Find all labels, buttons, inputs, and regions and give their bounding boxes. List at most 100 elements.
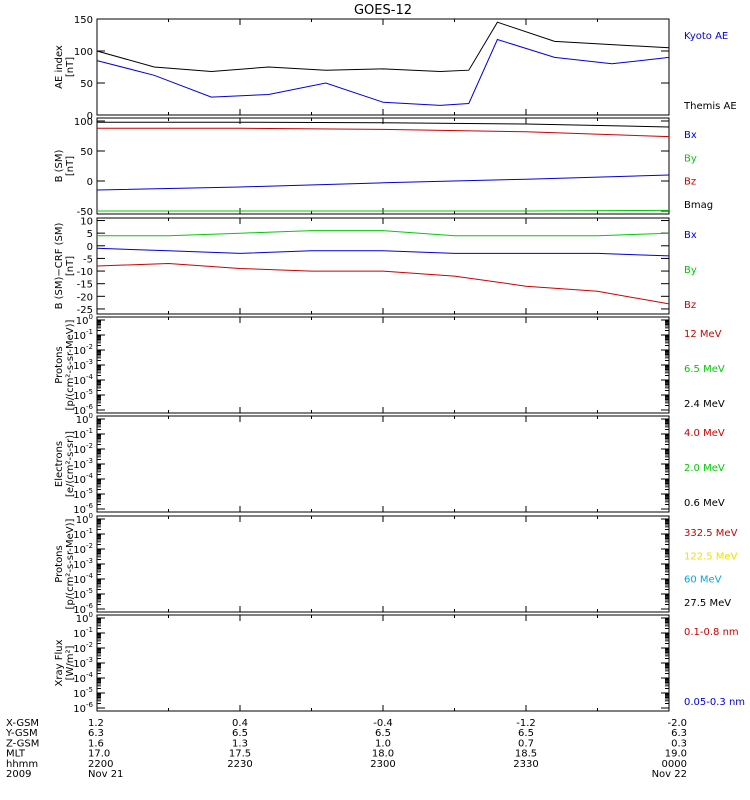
y-tick-label: -20 — [77, 292, 93, 303]
series-line — [97, 127, 670, 138]
y-tick-label: 100 — [74, 47, 93, 58]
y-axis-label-line: [nT] — [65, 156, 76, 176]
y-tick-exponent: 0 — [89, 313, 93, 321]
x-axis-row-label: 2009 — [6, 769, 31, 780]
y-tick-label: 10-5 — [73, 587, 93, 601]
y-tick-base: 10 — [73, 575, 86, 586]
y-tick-exponent: -5 — [86, 587, 93, 595]
y-tick-base: 10 — [73, 629, 86, 640]
y-tick-exponent: -2 — [86, 442, 93, 450]
x-axis-row-label: X-GSM — [6, 718, 39, 729]
y-tick-exponent: -5 — [86, 686, 93, 694]
y-tick-label: 10-2 — [73, 442, 93, 456]
y-tick-base: 10 — [73, 406, 86, 417]
y-tick-label: 10-5 — [73, 388, 93, 402]
y-tick-label: 100 — [76, 611, 93, 625]
legend-label: Kyoto AE — [684, 31, 728, 42]
legend-label: 2.4 MeV — [684, 399, 725, 410]
y-tick-label: 100 — [76, 412, 93, 426]
legend-label: 60 MeV — [684, 575, 722, 586]
y-tick-exponent: 0 — [89, 412, 93, 420]
y-tick-exponent: -1 — [86, 328, 93, 336]
x-axis-cell: 6.5 — [375, 728, 391, 739]
y-tick-exponent: -6 — [86, 701, 94, 709]
y-tick-label: 100 — [74, 117, 93, 128]
y-tick-label: 100 — [76, 512, 93, 526]
y-axis-label-line: Protons — [54, 545, 65, 582]
y-tick-label: 10-2 — [73, 343, 93, 357]
y-axis-label: Xray Flux[W/m²] — [54, 639, 76, 686]
y-tick-label: 10 — [80, 217, 93, 228]
x-axis-cell: -0.4 — [373, 718, 393, 729]
y-tick-label: -5 — [83, 254, 93, 265]
y-tick-base: 10 — [76, 316, 89, 327]
y-tick-label: 0 — [87, 242, 93, 253]
x-axis-cell: 17.5 — [229, 749, 251, 760]
legend-label: Themis AE — [683, 101, 737, 112]
y-axis-label: B (SM)[nT] — [54, 149, 76, 182]
y-tick-base: 10 — [73, 674, 86, 685]
legend-label: 0.05-0.3 nm — [684, 697, 745, 708]
y-tick-label: 0 — [87, 177, 93, 188]
legend-label: By — [684, 153, 697, 164]
x-axis-row-label: hhmm — [6, 759, 38, 770]
x-axis-cell: 2330 — [513, 759, 538, 770]
x-axis-cell: Nov 22 — [652, 769, 687, 780]
y-tick-base: 10 — [73, 391, 86, 402]
legend-label: 27.5 MeV — [684, 598, 731, 609]
x-axis-cell: 2230 — [227, 759, 252, 770]
series-line — [96, 38, 670, 106]
y-tick-label: 150 — [74, 15, 93, 26]
y-tick-label: 10-6 — [73, 502, 93, 516]
y-axis-label: Electrons[e/(cm²-s-sr)] — [54, 431, 76, 497]
y-tick-exponent: -2 — [86, 542, 93, 550]
legend-label: 0.6 MeV — [684, 498, 725, 509]
y-axis-label-line: Xray Flux — [54, 639, 65, 686]
legend-label: Bz — [684, 300, 696, 311]
y-axis-label-line: [p/(cm²-s-sr-MeV)] — [65, 518, 76, 609]
y-tick-exponent: -3 — [86, 656, 93, 664]
x-axis-cell: 1.3 — [232, 738, 248, 749]
y-tick-base: 10 — [73, 445, 86, 456]
panel-5: 10-610-510-410-310-210-1100Electrons[e/(… — [54, 412, 725, 516]
y-tick-label: 10-3 — [73, 656, 93, 670]
y-axis-label-line: [nT] — [65, 57, 76, 77]
y-tick-label: -10 — [77, 267, 93, 278]
y-tick-base: 10 — [73, 430, 86, 441]
legend-label: 122.5 MeV — [684, 551, 738, 562]
y-tick-label: 10-3 — [73, 358, 93, 372]
y-tick-base: 10 — [73, 346, 86, 357]
y-tick-exponent: -4 — [86, 572, 94, 580]
x-axis-cell: 6.3 — [671, 728, 687, 739]
y-tick-base: 10 — [73, 659, 86, 670]
x-axis-ephemeris-table: X-GSMY-GSMZ-GSMMLThhmm20091.26.31.617.02… — [5, 718, 687, 780]
y-axis-label-line: B (SM) — [54, 149, 65, 182]
x-axis-cell: 0.4 — [232, 718, 248, 729]
y-axis-label-line: [e/(cm²-s-sr)] — [65, 431, 76, 497]
y-tick-base: 10 — [73, 704, 86, 715]
y-tick-exponent: -2 — [86, 343, 93, 351]
series-line — [96, 174, 670, 191]
legend-label: By — [684, 265, 697, 276]
y-tick-base: 10 — [73, 545, 86, 556]
x-axis-cell: 0.3 — [671, 738, 687, 749]
y-tick-base: 10 — [73, 490, 86, 501]
y-tick-exponent: -4 — [86, 472, 94, 480]
panel-4: 10-610-510-410-310-210-1100Protons[p/(cm… — [54, 313, 725, 417]
plot-frame — [96, 316, 670, 414]
y-tick-base: 10 — [73, 331, 86, 342]
legend-label: 12 MeV — [684, 329, 722, 340]
y-tick-exponent: -1 — [86, 527, 93, 535]
y-tick-exponent: -2 — [86, 641, 93, 649]
y-tick-label: 10-6 — [73, 701, 93, 715]
y-tick-base: 10 — [73, 644, 86, 655]
y-axis-label: AE index[nT] — [54, 45, 76, 89]
x-axis-cell: 1.6 — [88, 738, 104, 749]
y-tick-exponent: -1 — [86, 427, 93, 435]
panel-2: -50 0 50 100 B (SM)[nT] Bx By Bz Bmag — [54, 117, 713, 218]
y-tick-label: 10-5 — [73, 487, 93, 501]
x-axis-row-label: MLT — [6, 749, 26, 760]
y-tick-label: 5 — [87, 229, 93, 240]
y-tick-label: 10-4 — [73, 373, 93, 387]
